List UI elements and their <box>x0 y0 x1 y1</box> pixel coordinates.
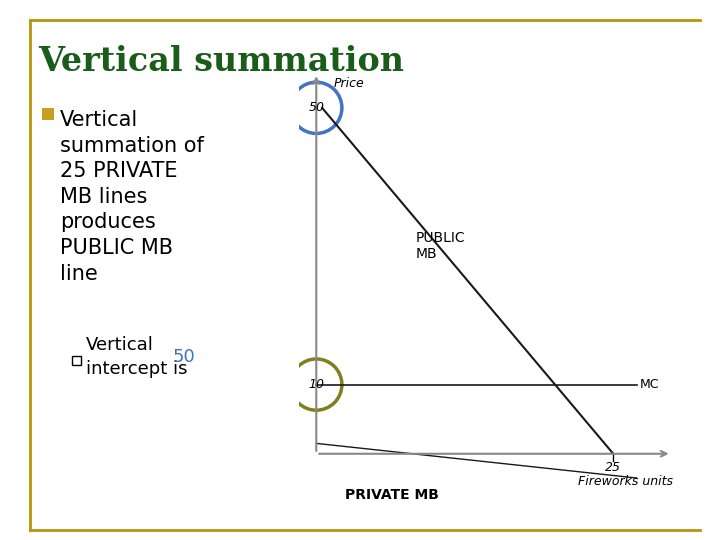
Text: MC: MC <box>640 378 660 391</box>
Text: 50: 50 <box>308 102 324 114</box>
Text: Vertical
summation of
25 PRIVATE
MB lines
produces
PUBLIC MB
line: Vertical summation of 25 PRIVATE MB line… <box>60 110 204 284</box>
Bar <box>72 356 81 365</box>
Text: 25: 25 <box>606 461 621 474</box>
Text: Price: Price <box>334 77 364 90</box>
Text: PRIVATE MB: PRIVATE MB <box>346 488 439 502</box>
Bar <box>42 108 54 120</box>
Text: Vertical summation: Vertical summation <box>38 45 404 78</box>
Text: Vertical
intercept is: Vertical intercept is <box>86 336 193 378</box>
Text: PUBLIC
MB: PUBLIC MB <box>415 231 465 261</box>
Text: 50: 50 <box>173 348 196 366</box>
Text: 10: 10 <box>308 378 324 391</box>
Text: Fireworks units: Fireworks units <box>578 475 673 488</box>
